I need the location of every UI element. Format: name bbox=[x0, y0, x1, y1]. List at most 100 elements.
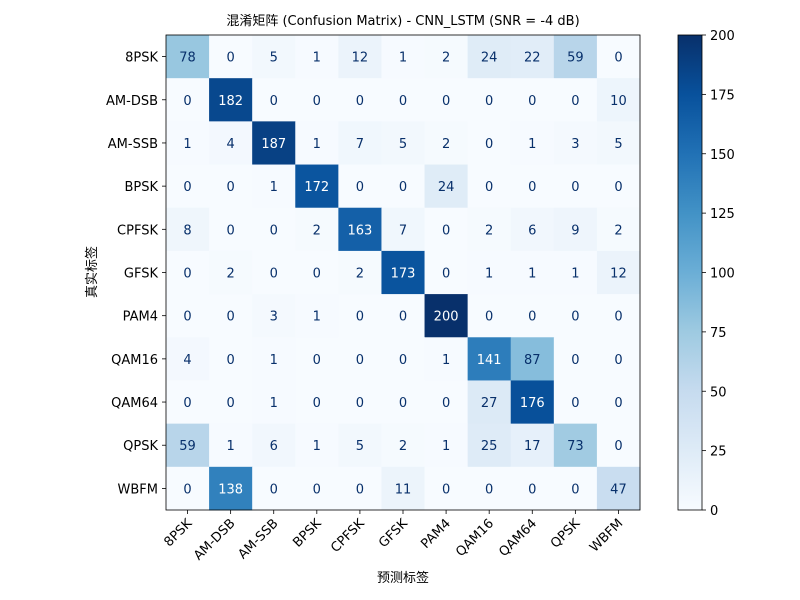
y-tick-label: QAM64 bbox=[111, 396, 158, 411]
cell-value-label: 1 bbox=[442, 439, 450, 454]
colorbar-tick-label: 175 bbox=[710, 88, 735, 103]
heatmap-cell bbox=[510, 164, 555, 209]
cell-value-label: 0 bbox=[183, 482, 191, 497]
x-tick-label: PAM4 bbox=[418, 516, 454, 552]
cell-value-label: 0 bbox=[614, 310, 622, 325]
colorbar-tick-label: 125 bbox=[710, 207, 735, 222]
heatmap-cell bbox=[381, 423, 425, 468]
heatmap-cell bbox=[295, 207, 339, 252]
heatmap-cell bbox=[209, 337, 253, 381]
cell-value-label: 1 bbox=[528, 267, 536, 282]
heatmap-cell bbox=[209, 164, 253, 209]
heatmap-cell bbox=[596, 35, 641, 79]
heatmap-cell bbox=[467, 164, 512, 209]
cell-value-label: 0 bbox=[528, 310, 536, 325]
heatmap-cell bbox=[166, 337, 210, 381]
cell-value-label: 0 bbox=[442, 223, 450, 238]
cell-value-label: 0 bbox=[183, 267, 191, 282]
cell-value-label: 0 bbox=[614, 353, 622, 368]
heatmap-cell bbox=[467, 207, 512, 252]
cell-value-label: 0 bbox=[571, 396, 579, 411]
cell-value-label: 78 bbox=[179, 51, 196, 66]
heatmap-cell bbox=[467, 78, 512, 122]
cell-value-label: 0 bbox=[485, 137, 493, 152]
cell-value-label: 73 bbox=[567, 439, 584, 454]
heatmap-cell bbox=[596, 207, 641, 252]
cell-value-label: 11 bbox=[395, 482, 412, 497]
cell-value-label: 0 bbox=[183, 310, 191, 325]
x-tick-label: AM-SSB bbox=[235, 516, 281, 562]
cell-value-label: 1 bbox=[485, 267, 493, 282]
cell-value-label: 0 bbox=[356, 396, 364, 411]
cell-value-label: 0 bbox=[614, 51, 622, 66]
cell-value-label: 141 bbox=[477, 353, 502, 368]
heatmap-cell bbox=[553, 164, 598, 209]
cell-value-label: 5 bbox=[356, 439, 364, 454]
heatmap-cell bbox=[467, 466, 512, 511]
cell-value-label: 0 bbox=[270, 223, 278, 238]
cell-value-label: 2 bbox=[485, 223, 493, 238]
cell-value-label: 1 bbox=[528, 137, 536, 152]
cell-value-label: 2 bbox=[356, 267, 364, 282]
heatmap-cell bbox=[510, 207, 555, 252]
cell-value-label: 1 bbox=[442, 353, 450, 368]
colorbar-tick-label: 25 bbox=[710, 445, 727, 460]
cell-value-label: 0 bbox=[571, 353, 579, 368]
heatmap-cell bbox=[424, 35, 469, 79]
heatmap-cell bbox=[295, 466, 339, 511]
heatmap-cell bbox=[510, 78, 555, 122]
heatmap-cell bbox=[252, 423, 296, 468]
cell-value-label: 1 bbox=[183, 137, 191, 152]
x-tick-label: GFSK bbox=[376, 516, 411, 551]
cell-value-label: 3 bbox=[571, 137, 579, 152]
heatmap-cell bbox=[209, 294, 253, 338]
cell-value-label: 1 bbox=[313, 310, 321, 325]
heatmap-cell bbox=[424, 294, 469, 338]
heatmap-cell bbox=[295, 35, 339, 79]
cell-value-label: 0 bbox=[485, 94, 493, 109]
heatmap-cell bbox=[381, 466, 425, 511]
cell-value-label: 59 bbox=[567, 51, 584, 66]
cell-value-label: 0 bbox=[528, 482, 536, 497]
cell-value-label: 173 bbox=[391, 267, 416, 282]
colorbar-tick-label: 150 bbox=[710, 148, 735, 163]
colorbar-tick-label: 50 bbox=[710, 385, 727, 400]
y-tick-label: GFSK bbox=[124, 267, 159, 282]
heatmap-cell bbox=[381, 380, 425, 425]
x-tick-label: QAM16 bbox=[453, 516, 497, 560]
cell-value-label: 24 bbox=[438, 180, 455, 195]
x-tick-label: 8PSK bbox=[162, 516, 196, 550]
heatmap-cell bbox=[166, 121, 210, 165]
cell-value-label: 0 bbox=[614, 396, 622, 411]
heatmap-cell bbox=[467, 423, 512, 468]
heatmap-cell bbox=[166, 78, 210, 122]
heatmap-cell bbox=[596, 250, 641, 295]
cell-value-label: 0 bbox=[614, 439, 622, 454]
cell-value-label: 1 bbox=[270, 353, 278, 368]
heatmap-cell bbox=[510, 423, 555, 468]
heatmap-cell bbox=[553, 294, 598, 338]
cell-value-label: 2 bbox=[442, 137, 450, 152]
heatmap-cell bbox=[424, 380, 469, 425]
cell-value-label: 6 bbox=[528, 223, 536, 238]
cell-value-label: 0 bbox=[270, 267, 278, 282]
heatmap-cell bbox=[424, 250, 469, 295]
cell-value-label: 0 bbox=[485, 482, 493, 497]
heatmap-cell bbox=[467, 250, 512, 295]
cell-value-label: 2 bbox=[442, 51, 450, 66]
y-tick-label: AM-DSB bbox=[106, 94, 158, 109]
heatmap-cell bbox=[252, 466, 296, 511]
cell-value-label: 2 bbox=[313, 223, 321, 238]
x-tick-label: QAM64 bbox=[496, 516, 540, 560]
cell-value-label: 0 bbox=[399, 94, 407, 109]
heatmap-cell bbox=[553, 466, 598, 511]
heatmap-cells: 78 0 5 1 12 1 2 24 22 59 00 182 0 0 0 0 0 0 0 0 101 4 187 1 7 5 2 0… bbox=[165, 34, 641, 511]
x-tick-label: BPSK bbox=[290, 516, 325, 551]
heatmap-cell bbox=[596, 380, 641, 425]
heatmap-cell bbox=[252, 121, 296, 165]
y-tick-label: AM-SSB bbox=[108, 137, 158, 152]
cell-value-label: 0 bbox=[270, 94, 278, 109]
colorbar bbox=[677, 34, 703, 511]
heatmap-cell bbox=[596, 164, 641, 209]
cell-value-label: 0 bbox=[226, 353, 234, 368]
